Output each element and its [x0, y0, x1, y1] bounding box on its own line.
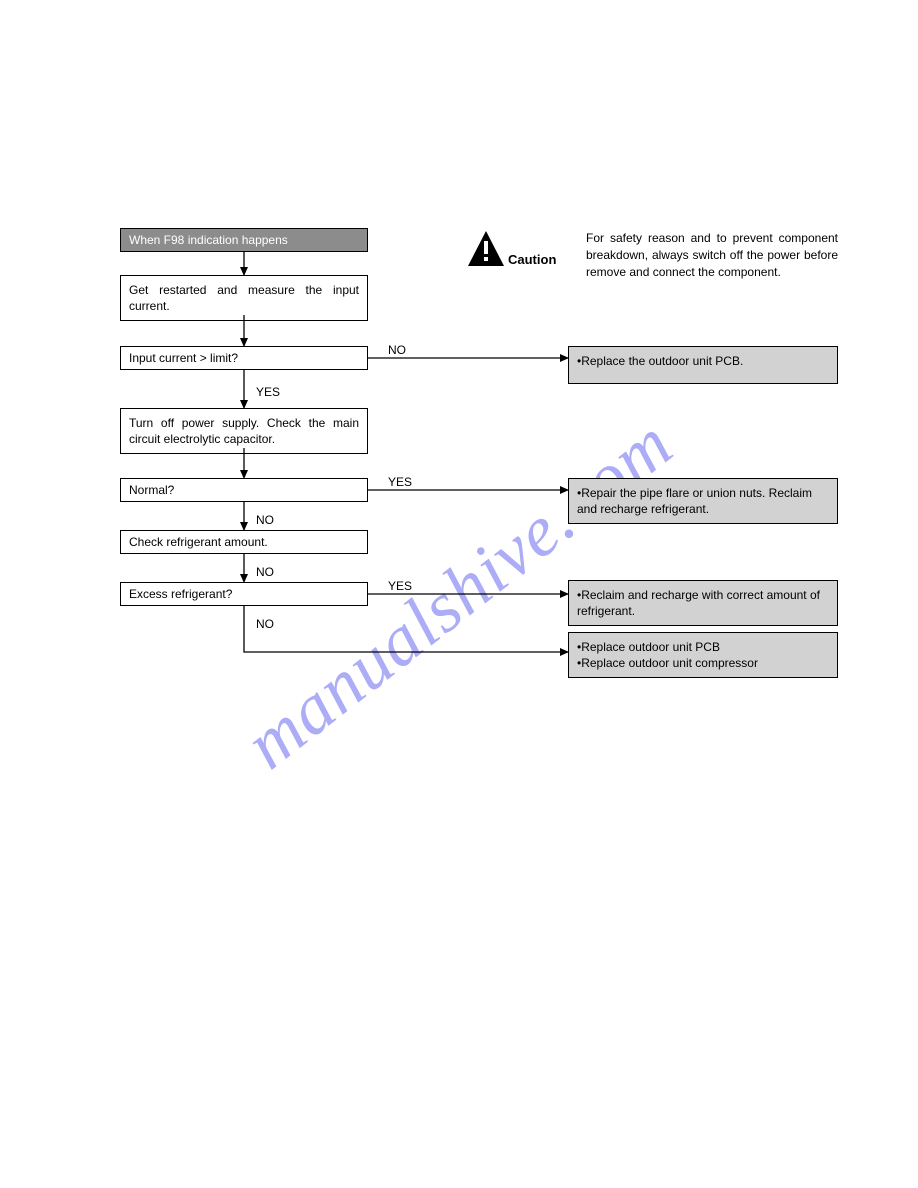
- edge-label-dec1-res1: NO: [388, 344, 406, 356]
- edge-label-step3-dec3: NO: [256, 566, 274, 578]
- flowchart-node-start: When F98 indication happens: [120, 228, 368, 252]
- edge-label-dec1-step2: YES: [256, 386, 280, 398]
- caution-text: For safety reason and to prevent compone…: [586, 230, 838, 280]
- flowchart-node-step2: Turn off power supply. Check the main ci…: [120, 408, 368, 454]
- caution-label: Caution: [508, 252, 556, 267]
- flowchart-node-res3: •Reclaim and recharge with correct amoun…: [568, 580, 838, 626]
- edge-label-dec3-res3: YES: [388, 580, 412, 592]
- flowchart-node-res4: •Replace outdoor unit PCB•Replace outdoo…: [568, 632, 838, 678]
- edge-label-dec2-step3: NO: [256, 514, 274, 526]
- flowchart-node-dec1: Input current > limit?: [120, 346, 368, 370]
- caution-icon: [467, 230, 505, 268]
- edge-label-dec2-res2: YES: [388, 476, 412, 488]
- flowchart-node-dec2: Normal?: [120, 478, 368, 502]
- edge-label-dec3-res4: NO: [256, 618, 274, 630]
- flowchart-node-step1: Get restarted and measure the input curr…: [120, 275, 368, 321]
- flowchart-node-step3: Check refrigerant amount.: [120, 530, 368, 554]
- edge-dec3-res4: [244, 606, 568, 652]
- flowchart-node-res2: •Repair the pipe flare or union nuts. Re…: [568, 478, 838, 524]
- flowchart-node-dec3: Excess refrigerant?: [120, 582, 368, 606]
- flowchart-node-res1: •Replace the outdoor unit PCB.: [568, 346, 838, 384]
